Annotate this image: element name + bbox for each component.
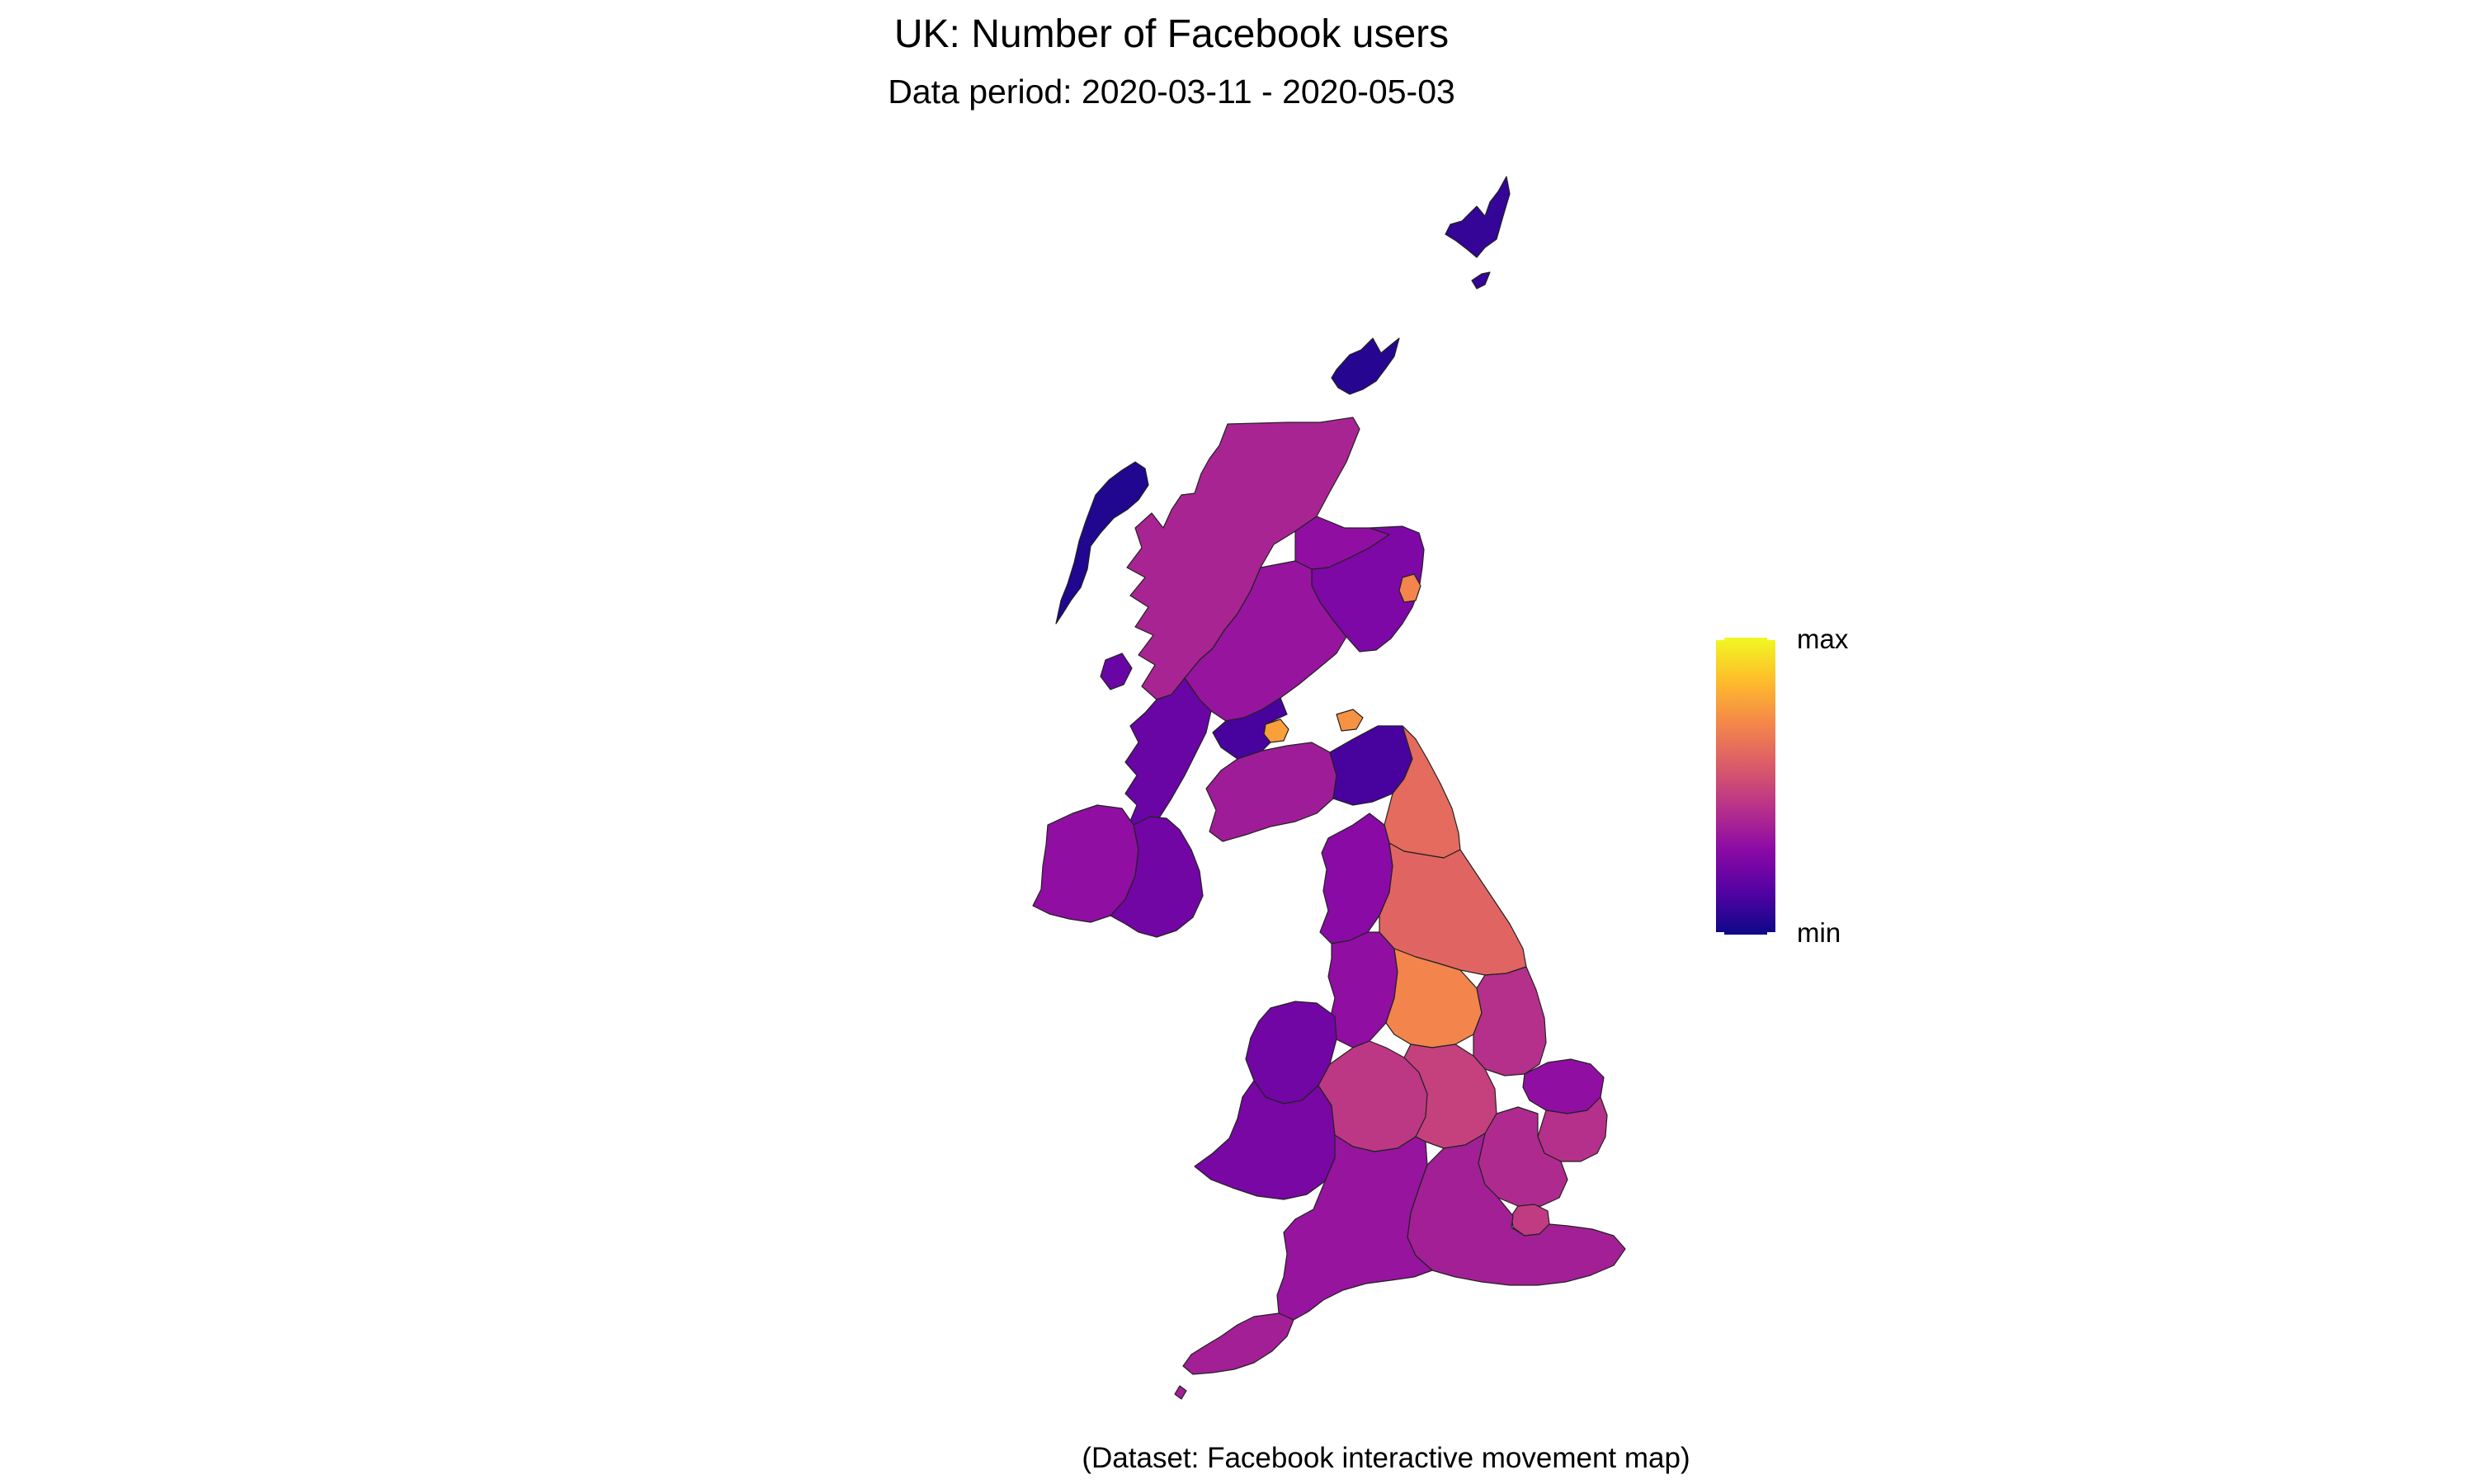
region-outer-hebrides bbox=[1055, 461, 1149, 624]
region-lancashire bbox=[1327, 931, 1398, 1048]
legend-max-label: max bbox=[1797, 624, 1849, 654]
dataset-caption: (Dataset: Facebook interactive movement … bbox=[1082, 1442, 1690, 1474]
region-northern-ireland-east bbox=[1110, 816, 1204, 938]
region-moray bbox=[1294, 516, 1390, 570]
map-title: UK: Number of Facebook users bbox=[893, 12, 1450, 56]
region-aberdeen-city bbox=[1398, 573, 1421, 603]
region-highland bbox=[1126, 417, 1360, 700]
region-south-wales bbox=[1194, 1080, 1337, 1200]
region-lincolnshire bbox=[1473, 966, 1547, 1076]
legend-min-label: min bbox=[1797, 917, 1841, 948]
region-shetland bbox=[1445, 176, 1511, 290]
region-dumfries-and-galloway bbox=[1205, 742, 1337, 842]
legend-color-bar bbox=[1716, 638, 1775, 935]
map-subtitle: Data period: 2020-03-11 - 2020-05-03 bbox=[888, 73, 1455, 111]
region-south-west bbox=[1276, 1134, 1433, 1321]
region-edinburgh bbox=[1336, 709, 1364, 732]
region-orkney bbox=[1331, 337, 1400, 395]
region-cornwall bbox=[1174, 1312, 1294, 1400]
